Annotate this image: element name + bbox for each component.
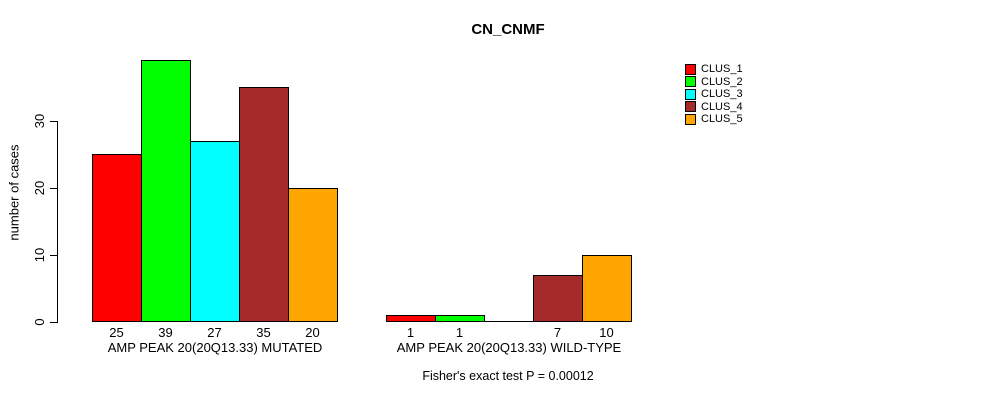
bar-value-label: 35 xyxy=(256,325,271,340)
bar-clus_2-group2 xyxy=(435,315,485,322)
legend-item-clus-4: CLUS_4 xyxy=(685,101,743,114)
legend-label-clus-2: CLUS_2 xyxy=(701,75,743,88)
bar-clus_5-group1 xyxy=(288,188,338,322)
legend-label-clus-4: CLUS_4 xyxy=(701,100,743,113)
legend-swatch-clus-5 xyxy=(685,113,696,125)
y-tick-label: 0 xyxy=(32,318,47,326)
bar-clus_2-group1 xyxy=(141,60,191,322)
y-tick xyxy=(50,255,57,256)
bar-value-label: 25 xyxy=(109,325,124,340)
bar-value-label: 1 xyxy=(406,325,415,340)
y-tick xyxy=(50,322,57,323)
group-label-wild-type: AMP PEAK 20(20Q13.33) WILD-TYPE xyxy=(396,340,622,355)
bar-value-label: 20 xyxy=(305,325,320,340)
bar-value-label: 1 xyxy=(455,325,464,340)
bar-clus_1-group2 xyxy=(386,315,436,322)
legend-swatch-clus-2 xyxy=(685,76,696,88)
legend-swatch-clus-1 xyxy=(685,63,696,75)
legend-item-clus-1: CLUS_1 xyxy=(685,63,743,76)
y-tick xyxy=(50,188,57,189)
legend-swatch-clus-4 xyxy=(685,101,696,113)
bar-clus_4-group2 xyxy=(533,275,583,322)
legend-label-clus-1: CLUS_1 xyxy=(701,63,743,76)
bar-value-label: 39 xyxy=(158,325,173,340)
y-tick-label: 10 xyxy=(32,247,47,263)
bar-clus_1-group1 xyxy=(92,154,142,322)
bar-clus_5-group2 xyxy=(582,255,632,322)
bar-value-label: 7 xyxy=(553,325,562,340)
y-tick xyxy=(50,121,57,122)
bar-clus_4-group1 xyxy=(239,87,289,322)
y-axis-label: number of cases xyxy=(6,144,22,241)
y-tick-label: 20 xyxy=(32,180,47,196)
legend-swatch-clus-3 xyxy=(685,88,696,100)
fisher-test-annotation: Fisher's exact test P = 0.00012 xyxy=(422,369,594,383)
y-axis-line xyxy=(57,120,58,323)
legend-item-clus-2: CLUS_2 xyxy=(685,76,743,89)
legend: CLUS_1 CLUS_2 CLUS_3 CLUS_4 CLUS_5 xyxy=(685,63,743,126)
legend-item-clus-3: CLUS_3 xyxy=(685,88,743,101)
bar-clus_3-group2-zero xyxy=(484,321,534,322)
bar-clus_3-group1 xyxy=(190,141,240,322)
legend-item-clus-5: CLUS_5 xyxy=(685,113,743,126)
legend-label-clus-5: CLUS_5 xyxy=(701,113,743,126)
chart-title: CN_CNMF xyxy=(471,21,545,38)
legend-label-clus-3: CLUS_3 xyxy=(701,88,743,101)
bar-value-label: 10 xyxy=(599,325,614,340)
group-label-mutated: AMP PEAK 20(20Q13.33) MUTATED xyxy=(107,340,323,355)
bar-value-label: 27 xyxy=(207,325,222,340)
y-tick-label: 30 xyxy=(32,113,47,129)
